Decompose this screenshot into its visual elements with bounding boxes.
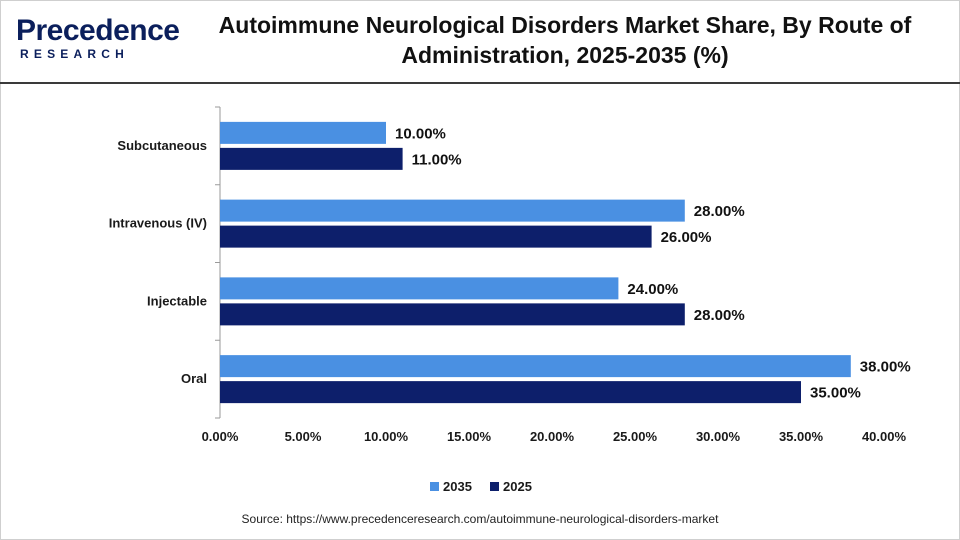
x-tick-label: 30.00%: [696, 429, 741, 444]
x-tick-label: 20.00%: [530, 429, 575, 444]
x-tick-label: 10.00%: [364, 429, 409, 444]
bar-2035: [220, 277, 619, 300]
data-label: 28.00%: [694, 307, 745, 324]
x-tick-label: 15.00%: [447, 429, 492, 444]
legend-swatch-2025: [490, 482, 499, 491]
data-label: 10.00%: [395, 125, 446, 142]
bar-2025: [220, 225, 652, 248]
bar-2025: [220, 147, 403, 170]
x-tick-label: 40.00%: [862, 429, 907, 444]
source-note: Source: https://www.precedenceresearch.c…: [241, 512, 719, 526]
data-label: 35.00%: [810, 385, 861, 402]
data-label: 24.00%: [627, 281, 678, 298]
logo-brand: Precedence: [16, 14, 180, 47]
chart-title: Autoimmune Neurological Disorders Market…: [218, 12, 912, 68]
legend-label: 2035: [443, 479, 472, 494]
logo-subtitle: RESEARCH: [20, 47, 129, 61]
x-tick-label: 0.00%: [202, 429, 239, 444]
category-label: Oral: [181, 371, 207, 386]
bar-2035: [220, 199, 685, 222]
data-label: 38.00%: [860, 359, 911, 376]
data-label: 11.00%: [412, 151, 462, 168]
category-label: Subcutaneous: [117, 138, 207, 153]
header: Precedence RESEARCH Autoimmune Neurologi…: [0, 0, 960, 84]
data-label: 26.00%: [661, 229, 712, 246]
data-label: 28.00%: [694, 203, 745, 220]
x-tick-label: 25.00%: [613, 429, 658, 444]
legend-label: 2025: [503, 479, 532, 494]
bar-2035: [220, 355, 851, 378]
category-label: Intravenous (IV): [109, 216, 207, 231]
x-tick-label: 5.00%: [285, 429, 322, 444]
category-label: Injectable: [147, 293, 207, 308]
bar-2025: [220, 381, 801, 404]
x-tick-label: 35.00%: [779, 429, 824, 444]
bar-2025: [220, 303, 685, 326]
legend-swatch-2035: [430, 482, 439, 491]
bar-2035: [220, 121, 386, 144]
precedence-research-logo: Precedence RESEARCH: [16, 14, 180, 66]
